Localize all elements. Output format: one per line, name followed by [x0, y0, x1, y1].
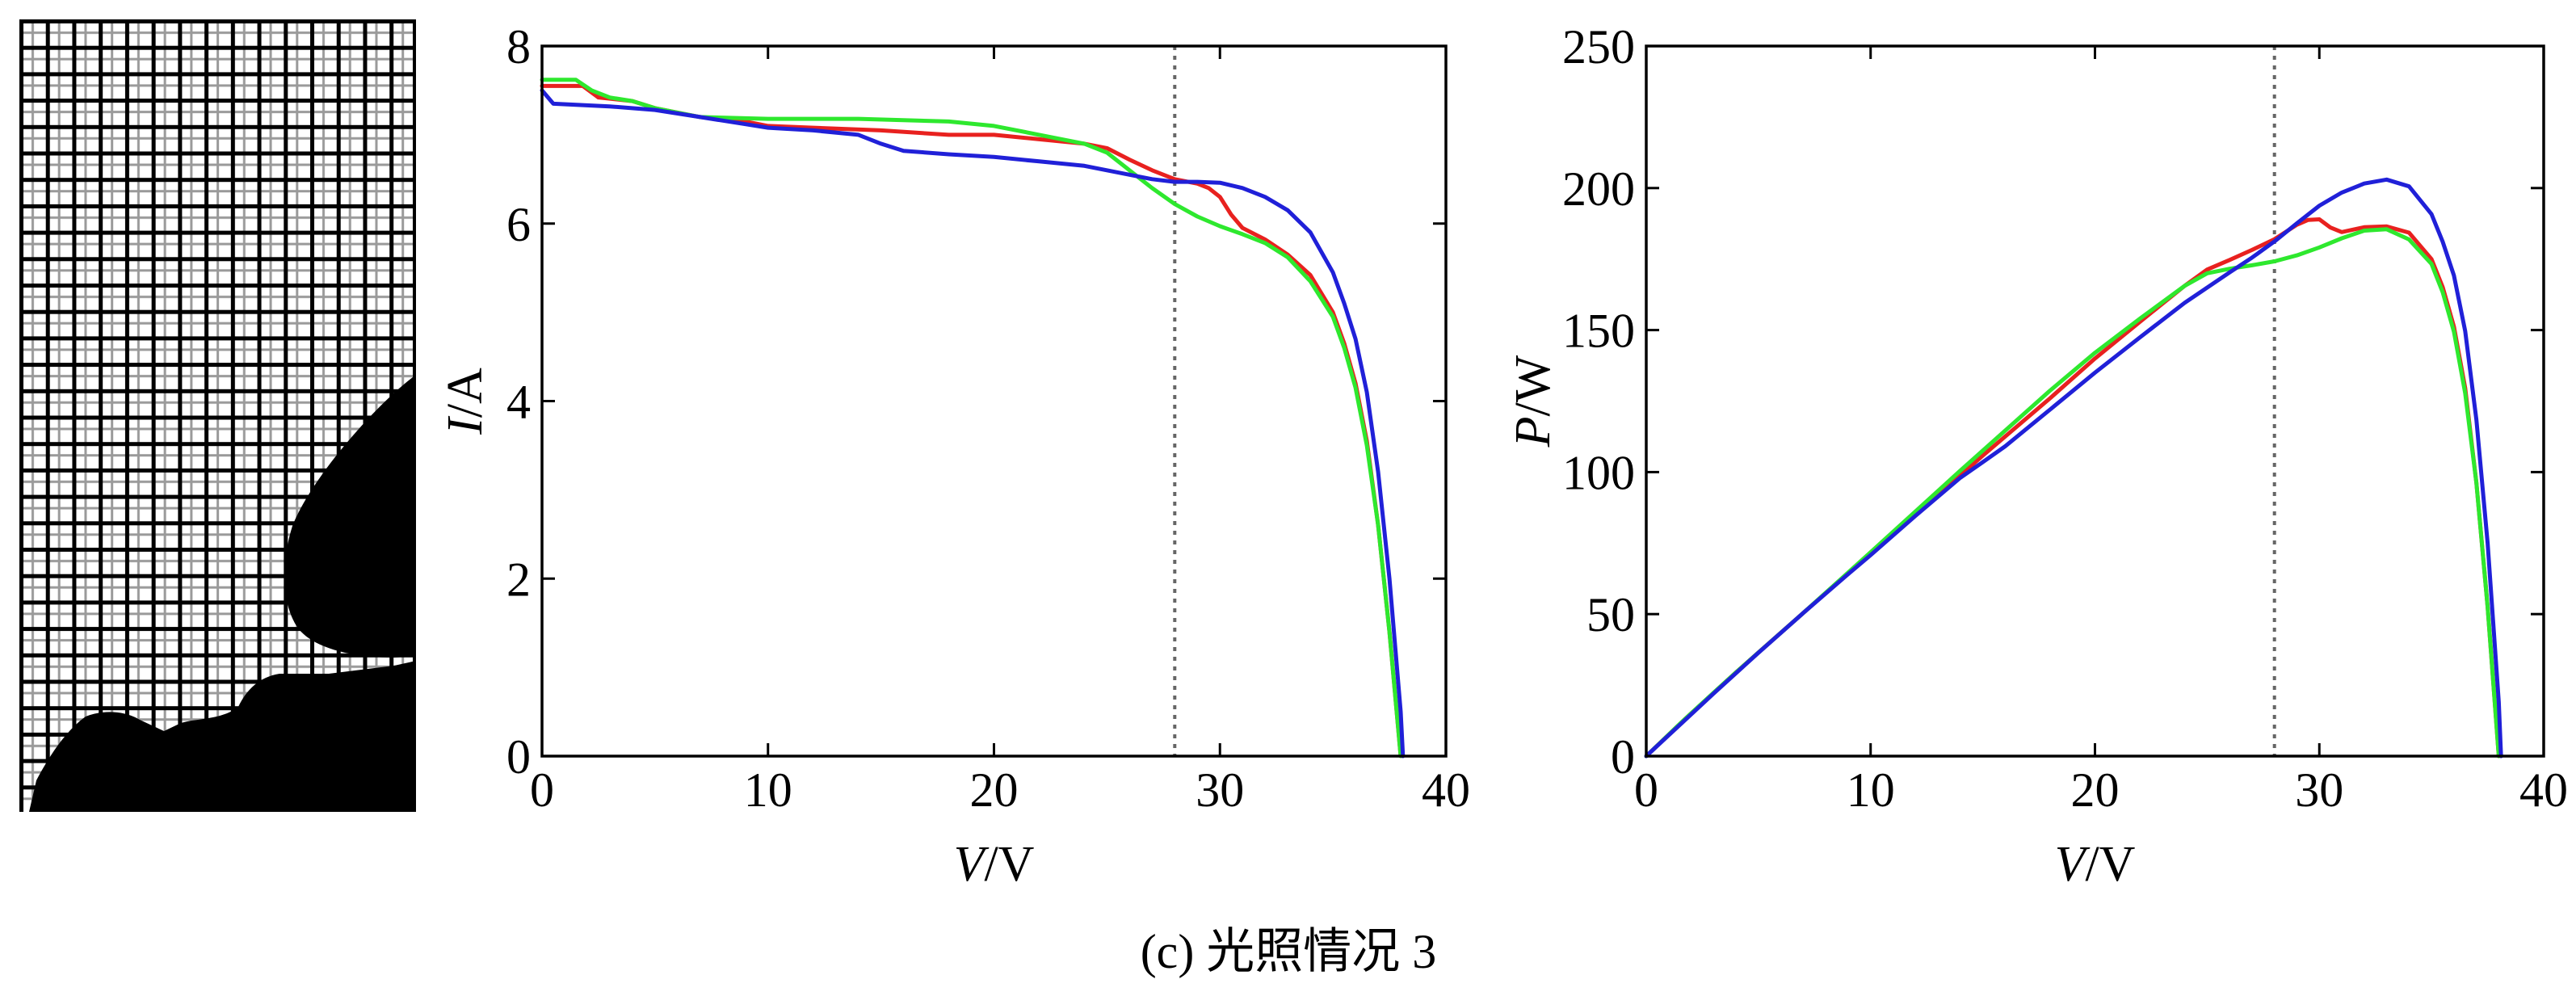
shadow-region-lower: [29, 661, 416, 812]
x-tick-label: 40: [1422, 763, 1470, 817]
shading-pattern-image: [19, 19, 416, 812]
pv-curve-chart: 0 10 20 30 40 0 50 100 150 200 250 V/V P/W: [1506, 20, 2568, 892]
y-tick-label: 250: [1562, 20, 1635, 74]
plot-background: [542, 46, 1446, 756]
y-tick-label: 8: [506, 20, 531, 74]
x-axis-label: V/V: [2055, 837, 2136, 892]
x-tick-label: 20: [970, 763, 1019, 817]
plot-background: [1646, 46, 2544, 756]
shadow-region-upper: [284, 375, 416, 658]
x-tick-label: 30: [2295, 763, 2343, 817]
y-axis-label: P/W: [1506, 355, 1561, 448]
y-tick-label: 2: [506, 553, 531, 606]
axis-label-variable: P: [1506, 416, 1561, 448]
iv-curve-chart: 0 10 20 30 40 0 2 4 6 8 V/V I/A: [438, 20, 1470, 892]
x-tick-label: 0: [1634, 763, 1658, 817]
axis-label-unit: /W: [1506, 355, 1561, 416]
x-tick-label: 30: [1196, 763, 1244, 817]
x-tick-label: 10: [1847, 763, 1895, 817]
x-tick-label: 0: [530, 763, 554, 817]
y-tick-label: 0: [1611, 730, 1635, 784]
series-line-3: [1644, 177, 2503, 759]
axis-label-variable: I: [438, 415, 493, 435]
y-tick-label: 150: [1562, 305, 1635, 358]
x-axis-label: V/V: [954, 837, 1035, 892]
y-tick-label: 0: [506, 730, 531, 784]
axis-label-unit: /V: [984, 837, 1034, 892]
y-tick-label: 200: [1562, 162, 1635, 216]
series-line-3: [540, 88, 1406, 759]
figure-caption: (c) 光照情况 3: [1141, 925, 1437, 978]
x-tick-label: 20: [2071, 763, 2120, 817]
x-tick-label: 40: [2519, 763, 2568, 817]
y-tick-label: 6: [506, 198, 531, 251]
y-tick-label: 100: [1562, 446, 1635, 499]
series-line-2: [540, 78, 1403, 759]
axis-label-unit: /A: [438, 368, 493, 418]
x-tick-label: 10: [744, 763, 792, 817]
y-tick-label: 4: [506, 376, 531, 429]
axis-label-unit: /V: [2085, 837, 2135, 892]
y-tick-label: 50: [1586, 588, 1635, 641]
axis-label-variable: V: [2055, 837, 2091, 892]
axis-label-variable: V: [954, 837, 990, 892]
y-axis-label: I/A: [438, 368, 493, 435]
